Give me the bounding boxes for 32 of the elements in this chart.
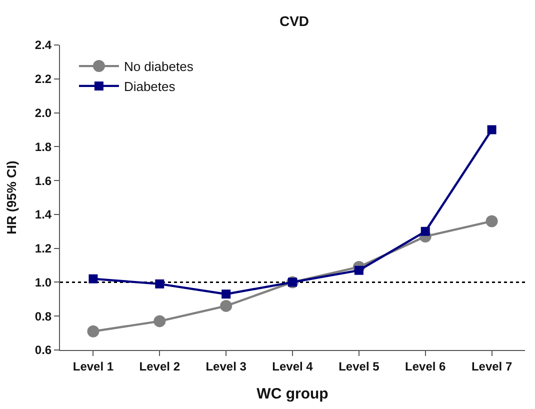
x-tick-label: Level 4 (272, 359, 314, 374)
point (88, 274, 98, 284)
point (220, 300, 232, 312)
y-tick-label: 1.2 (34, 242, 52, 256)
x-tick-label: Level 6 (405, 359, 446, 374)
x-tick-label: Level 1 (72, 359, 114, 374)
point (487, 125, 496, 134)
x-tick-label: Level 7 (471, 359, 512, 374)
point (155, 279, 164, 288)
point (354, 266, 364, 275)
point (154, 315, 166, 328)
y-tick-label: 1.6 (34, 174, 52, 188)
y-tick-label: 2.4 (34, 38, 52, 52)
x-axis-title: WC group (256, 385, 328, 402)
y-tick-label: 1.4 (34, 208, 52, 222)
x-tick-label: Level 2 (139, 359, 180, 374)
point (222, 290, 231, 299)
x-tick-label: Level 5 (338, 359, 380, 374)
legend-label: Diabetes (124, 79, 176, 94)
y-tick-label: 2.0 (34, 106, 52, 120)
point (87, 325, 100, 338)
chart-title: CVD (279, 13, 310, 30)
point (420, 226, 430, 236)
y-tick-label: 1.8 (34, 140, 52, 154)
x-tick-label: Level 3 (206, 359, 247, 374)
y-tick-label: 2.2 (34, 72, 52, 86)
y-tick-label: 0.6 (34, 343, 52, 358)
y-axis-title: HR (95% CI) (4, 160, 19, 234)
y-tick-label: 1.0 (34, 275, 52, 290)
legend-label: No diabetes (124, 59, 194, 74)
y-tick-label: 0.8 (34, 309, 52, 324)
point (486, 215, 498, 228)
